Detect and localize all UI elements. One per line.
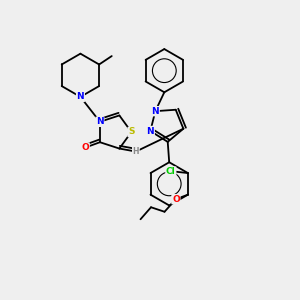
- Text: N: N: [76, 92, 84, 101]
- Text: N: N: [152, 107, 159, 116]
- Text: S: S: [128, 128, 135, 136]
- Text: O: O: [172, 195, 180, 204]
- Text: O: O: [81, 143, 89, 152]
- Text: N: N: [96, 117, 104, 126]
- Text: N: N: [147, 127, 154, 136]
- Text: Cl: Cl: [166, 167, 176, 176]
- Text: H: H: [133, 147, 139, 156]
